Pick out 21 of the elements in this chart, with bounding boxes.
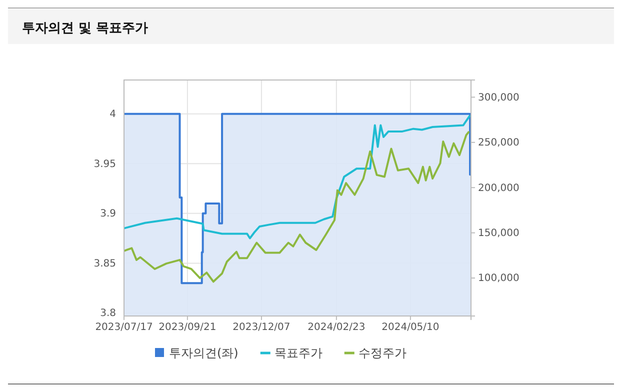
y-tick-label: 3.9 [100,208,116,220]
legend-label: 목표주가 [274,346,322,360]
x-tick-label: 2023/09/21 [158,322,216,334]
y-tick-label: 3.95 [94,158,116,170]
x-tick-label: 2024/05/10 [382,322,440,334]
x-tick-label: 2023/12/07 [232,322,290,334]
y2-tick-label: 150,000 [478,228,520,240]
chart-title: 투자의견 및 목표주가 [22,21,148,36]
legend-label: 투자의견(좌) [169,346,238,360]
y2-tick-label: 250,000 [478,138,520,149]
line-series [123,130,470,283]
y-tick-label: 4 [110,109,116,120]
x-tick-label: 2024/02/23 [308,322,366,334]
y2-tick-label: 200,000 [478,182,520,194]
y2-tick-label: 300,000 [478,92,520,104]
line-series [123,114,472,240]
y-tick-label: 3.8 [100,308,116,320]
x-tick-label: 2023/07/17 [95,322,153,334]
y2-tick-label: 100,000 [478,273,520,284]
legend-label: 수정주가 [358,346,406,360]
y-tick-label: 3.85 [94,258,116,270]
